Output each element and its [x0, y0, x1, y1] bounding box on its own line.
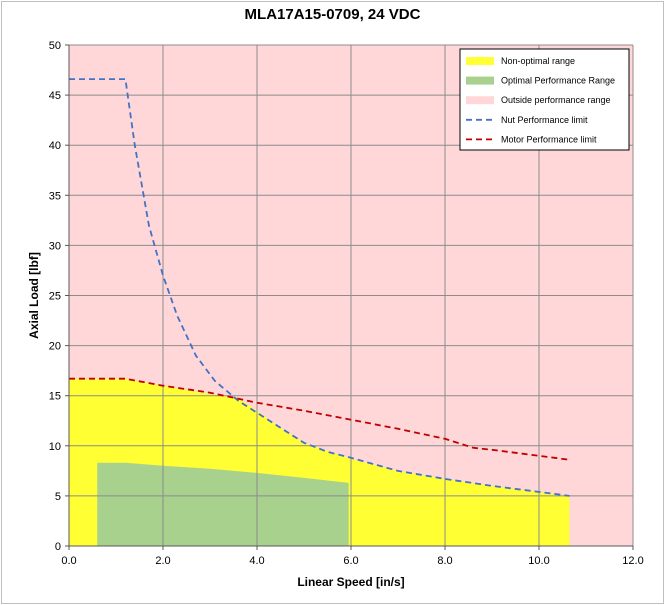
y-tick-label: 20: [49, 341, 61, 353]
chart-title: MLA17A15-0709, 24 VDC: [244, 6, 421, 23]
x-tick-label: 8.0: [437, 555, 452, 567]
legend-label: Non-optimal range: [501, 56, 575, 66]
legend-swatch: [466, 96, 494, 105]
x-tick-label: 10.0: [528, 555, 549, 567]
x-tick-label: 4.0: [249, 555, 264, 567]
x-tick-label: 2.0: [155, 555, 170, 567]
optimal-range-area: [97, 462, 349, 546]
legend-swatch: [466, 57, 494, 65]
x-tick-label: 0.0: [61, 555, 76, 567]
y-tick-label: 10: [49, 441, 61, 453]
y-tick-label: 15: [49, 391, 61, 403]
x-tick-label: 12.0: [622, 555, 643, 567]
legend-label: Nut Performance limit: [501, 115, 588, 125]
legend-label: Optimal Performance Range: [501, 76, 615, 86]
y-tick-label: 50: [49, 40, 61, 52]
y-tick-label: 25: [49, 291, 61, 303]
x-axis-label: Linear Speed [in/s]: [297, 575, 404, 589]
motor-performance-limit-line: [69, 377, 570, 461]
legend-label: Motor Performance limit: [501, 134, 597, 144]
x-tick-label: 6.0: [343, 555, 358, 567]
y-tick-label: 0: [55, 541, 61, 553]
legend-swatch: [466, 76, 494, 85]
legend-label: Outside performance range: [501, 95, 611, 105]
y-tick-label: 45: [49, 90, 61, 102]
y-axis-label: Axial Load [lbf]: [27, 252, 41, 339]
y-tick-label: 5: [55, 491, 61, 503]
y-tick-label: 40: [49, 140, 61, 152]
y-tick-label: 35: [49, 190, 61, 202]
nut-performance-limit-line: [69, 78, 570, 497]
y-tick-label: 30: [49, 240, 61, 252]
